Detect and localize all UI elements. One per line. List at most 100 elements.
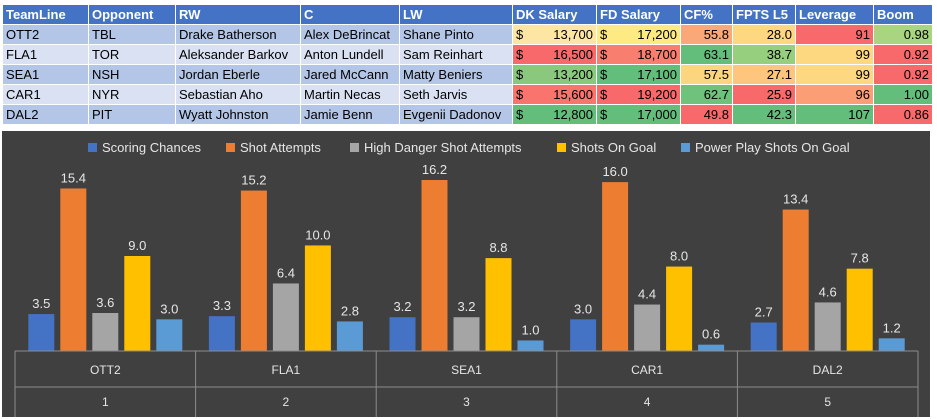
bar[interactable] [846, 268, 873, 351]
cell-cf-pct[interactable]: 55.8 [680, 24, 733, 45]
cell-fd-salary[interactable]: $17,100 [596, 64, 681, 85]
bar[interactable] [208, 316, 235, 351]
header-opponent[interactable]: Opponent [88, 4, 176, 25]
cell-fd-salary[interactable]: $17,200 [596, 24, 681, 45]
bar[interactable] [485, 258, 512, 351]
cell-leverage[interactable]: 96 [795, 84, 874, 105]
cell-lw[interactable]: Matty Beniers [399, 64, 513, 85]
cell-c[interactable]: Alex DeBrincat [300, 24, 400, 45]
cell-lw[interactable]: Sam Reinhart [399, 44, 513, 65]
bar[interactable] [750, 322, 777, 352]
cell-boom[interactable]: 0.86 [873, 104, 933, 125]
cell-fpts-l5[interactable]: 42.3 [732, 104, 796, 125]
bar[interactable] [389, 317, 416, 351]
cell-boom[interactable]: 1.00 [873, 84, 933, 105]
cell-boom[interactable]: 0.92 [873, 44, 933, 65]
cell-leverage[interactable]: 99 [795, 64, 874, 85]
bar[interactable] [698, 344, 725, 351]
cell-fpts-l5[interactable]: 25.9 [732, 84, 796, 105]
cell-cf-pct[interactable]: 62.7 [680, 84, 733, 105]
cell-dk-salary[interactable]: $13,200 [512, 64, 597, 85]
cell-teamline[interactable]: SEA1 [2, 64, 89, 85]
cell-rw[interactable]: Jordan Eberle [175, 64, 301, 85]
cell-c[interactable]: Martin Necas [300, 84, 400, 105]
legend-item[interactable]: High Danger Shot Attempts [350, 140, 522, 155]
bar[interactable] [878, 338, 905, 351]
cell-dk-salary[interactable]: $15,600 [512, 84, 597, 105]
header-fpts-l5[interactable]: FPTS L5 [732, 4, 796, 25]
bar[interactable] [570, 319, 597, 351]
cell-rw[interactable]: Drake Batherson [175, 24, 301, 45]
cell-opponent[interactable]: NYR [88, 84, 176, 105]
cell-cf-pct[interactable]: 49.8 [680, 104, 733, 125]
cell-cf-pct[interactable]: 57.5 [680, 64, 733, 85]
bar[interactable] [304, 245, 331, 351]
bar[interactable] [814, 302, 841, 351]
legend-item[interactable]: Scoring Chances [88, 140, 201, 155]
cell-teamline[interactable]: CAR1 [2, 84, 89, 105]
cell-dk-salary[interactable]: $16,500 [512, 44, 597, 65]
bar[interactable] [124, 256, 151, 351]
cell-boom[interactable]: 0.98 [873, 24, 933, 45]
cell-fd-salary[interactable]: $17,000 [596, 104, 681, 125]
cell-cf-pct[interactable]: 63.1 [680, 44, 733, 65]
bar[interactable] [634, 304, 661, 351]
cell-teamline[interactable]: FLA1 [2, 44, 89, 65]
bar[interactable] [782, 209, 809, 351]
bar[interactable] [453, 317, 480, 351]
cell-rw[interactable]: Sebastian Aho [175, 84, 301, 105]
cell-fpts-l5[interactable]: 27.1 [732, 64, 796, 85]
table-row: SEA1 NSH Jordan Eberle Jared McCann Matty Be… [2, 64, 933, 85]
header-fd-salary[interactable]: FD Salary [596, 4, 681, 25]
bar[interactable] [60, 188, 87, 351]
cell-opponent[interactable]: TBL [88, 24, 176, 45]
cell-rw[interactable]: Aleksander Barkov [175, 44, 301, 65]
salary-value: 16,500 [553, 47, 593, 62]
cell-opponent[interactable]: TOR [88, 44, 176, 65]
cell-dk-salary[interactable]: $13,700 [512, 24, 597, 45]
cell-lw[interactable]: Shane Pinto [399, 24, 513, 45]
cell-opponent[interactable]: PIT [88, 104, 176, 125]
bar[interactable] [92, 313, 119, 351]
bar[interactable] [666, 266, 693, 351]
cell-lw[interactable]: Evgenii Dadonov [399, 104, 513, 125]
legend-item[interactable]: Shot Attempts [226, 140, 321, 155]
cell-c[interactable]: Anton Lundell [300, 44, 400, 65]
cell-c[interactable]: Jared McCann [300, 64, 400, 85]
bar[interactable] [517, 340, 544, 351]
legend-item[interactable]: Power Play Shots On Goal [681, 140, 850, 155]
cell-opponent[interactable]: NSH [88, 64, 176, 85]
bar[interactable] [156, 319, 183, 351]
header-leverage[interactable]: Leverage [795, 4, 874, 25]
header-boom[interactable]: Boom [873, 4, 933, 25]
bar[interactable] [240, 190, 267, 351]
header-lw[interactable]: LW [399, 4, 513, 25]
cell-fd-salary[interactable]: $19,200 [596, 84, 681, 105]
cell-teamline[interactable]: DAL2 [2, 104, 89, 125]
cell-teamline[interactable]: OTT2 [2, 24, 89, 45]
cell-leverage[interactable]: 91 [795, 24, 874, 45]
bar[interactable] [272, 283, 299, 351]
bar[interactable] [336, 321, 363, 351]
cell-dk-salary[interactable]: $12,800 [512, 104, 597, 125]
legend-item[interactable]: Shots On Goal [557, 140, 656, 155]
cell-lw[interactable]: Seth Jarvis [399, 84, 513, 105]
cell-leverage[interactable]: 107 [795, 104, 874, 125]
cell-fpts-l5[interactable]: 38.7 [732, 44, 796, 65]
table-row: DAL2 PIT Wyatt Johnston Jamie Benn Evgenii D… [2, 104, 933, 125]
cell-c[interactable]: Jamie Benn [300, 104, 400, 125]
bar[interactable] [28, 314, 55, 351]
header-cf-pct[interactable]: CF% [680, 4, 733, 25]
cell-rw[interactable]: Wyatt Johnston [175, 104, 301, 125]
header-rw[interactable]: RW [175, 4, 301, 25]
header-dk-salary[interactable]: DK Salary [512, 4, 597, 25]
bar[interactable] [602, 182, 629, 351]
cell-boom[interactable]: 0.92 [873, 64, 933, 85]
bar[interactable] [421, 180, 448, 351]
header-teamline[interactable]: TeamLine [2, 4, 89, 25]
cell-fpts-l5[interactable]: 28.0 [732, 24, 796, 45]
cell-fd-salary[interactable]: $18,700 [596, 44, 681, 65]
chart-panel: Scoring Chances Shot Attempts High Danger … [2, 131, 930, 417]
cell-leverage[interactable]: 99 [795, 44, 874, 65]
header-c[interactable]: C [300, 4, 400, 25]
